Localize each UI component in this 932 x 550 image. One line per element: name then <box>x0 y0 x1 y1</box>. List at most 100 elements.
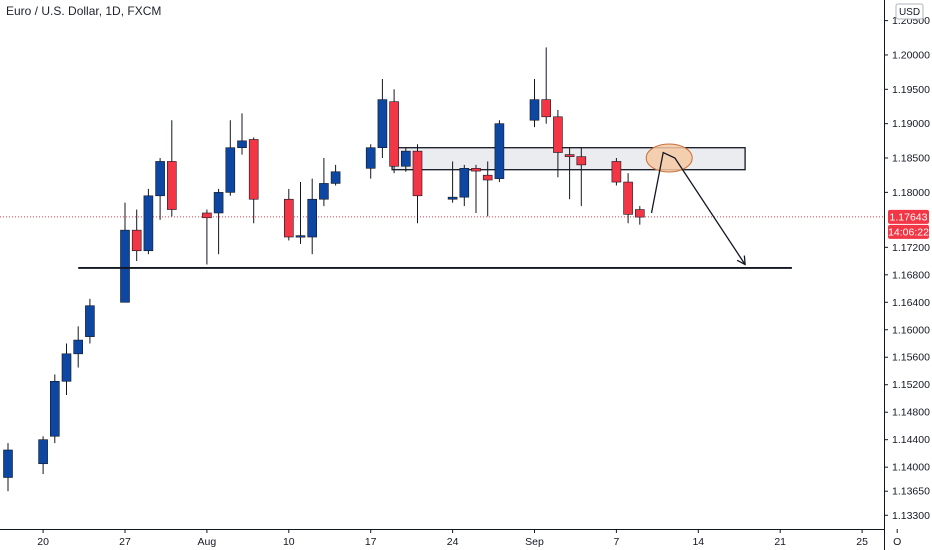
candle-body <box>494 123 505 179</box>
candle-body <box>49 380 60 437</box>
candle[interactable] <box>365 144 376 179</box>
x-tick-label: 14 <box>692 536 704 548</box>
candle[interactable] <box>541 47 552 124</box>
candle-body <box>3 449 13 478</box>
price-badge: 1.17643 <box>888 209 929 224</box>
countdown-badge-value: 14:06:22 <box>888 226 929 238</box>
candle-body <box>38 439 48 465</box>
y-tick-label: 1.15600 <box>892 352 930 364</box>
candle[interactable] <box>237 113 247 155</box>
x-axis-ticks: 20 27 Aug 10 17 24 Sep 7 14 21 25 O <box>37 529 901 548</box>
currency-label-text: USD <box>899 7 920 18</box>
candle-body <box>389 101 399 167</box>
candle[interactable] <box>623 173 633 224</box>
candle[interactable] <box>61 343 72 396</box>
candle[interactable] <box>319 158 329 207</box>
candle[interactable] <box>611 158 622 186</box>
candle-body <box>248 139 259 200</box>
candle-body <box>295 235 306 238</box>
candle[interactable] <box>3 443 13 492</box>
candle-body <box>202 212 212 219</box>
candle-body <box>225 147 236 193</box>
y-tick-label: 1.19500 <box>892 84 930 96</box>
x-tick-label: Aug <box>198 536 217 548</box>
candle[interactable] <box>389 89 399 174</box>
candle[interactable] <box>131 209 142 262</box>
candle[interactable] <box>564 147 575 200</box>
candle[interactable] <box>447 161 458 203</box>
candle-body <box>634 209 645 218</box>
candle-body <box>564 154 575 157</box>
candle-body <box>553 116 563 153</box>
x-tick-label: 27 <box>119 536 131 548</box>
candle-body <box>283 198 294 238</box>
y-tick-label: 1.16400 <box>892 297 930 309</box>
candle[interactable] <box>49 374 60 444</box>
candle[interactable] <box>634 206 645 225</box>
x-tick-label: 21 <box>774 536 786 548</box>
x-tick-label: 25 <box>856 536 868 548</box>
x-tick-label: 7 <box>613 536 619 548</box>
candle-body <box>167 161 177 210</box>
candle-body <box>120 229 130 303</box>
y-tick-label: 1.13650 <box>892 486 930 498</box>
candle[interactable] <box>553 109 563 178</box>
candle-body <box>330 171 341 184</box>
y-tick-label: 1.18000 <box>892 187 930 199</box>
candle[interactable] <box>167 120 177 217</box>
candle-body <box>611 161 622 183</box>
y-tick-label: 1.17200 <box>892 242 930 254</box>
countdown-badge-box <box>888 224 929 239</box>
candle[interactable] <box>330 164 341 186</box>
candle[interactable] <box>85 298 95 344</box>
candle[interactable] <box>576 147 587 207</box>
candle[interactable] <box>213 188 224 255</box>
candle[interactable] <box>529 79 540 128</box>
candle[interactable] <box>73 326 83 368</box>
candle[interactable] <box>38 436 48 475</box>
candle[interactable] <box>494 120 505 183</box>
candle[interactable] <box>400 147 411 172</box>
x-tick-label: O <box>893 536 901 548</box>
candle-body <box>307 198 318 238</box>
candle[interactable] <box>307 178 318 255</box>
candle[interactable] <box>412 144 423 224</box>
x-tick-label: 17 <box>365 536 377 548</box>
currency-label-box <box>895 3 924 20</box>
candle[interactable] <box>482 161 493 217</box>
y-tick-label: 1.14000 <box>892 462 930 474</box>
candle-body <box>623 181 633 215</box>
projection-arrowhead <box>736 255 746 266</box>
candle[interactable] <box>295 182 306 244</box>
candle-body <box>61 353 72 382</box>
candle[interactable] <box>459 164 470 207</box>
candle[interactable] <box>283 188 294 241</box>
candle[interactable] <box>225 120 236 196</box>
price-badge-value: 1.17643 <box>890 211 928 223</box>
x-tick-label: 10 <box>283 536 295 548</box>
candle-body <box>576 156 587 166</box>
x-tick-label: Sep <box>525 536 544 548</box>
currency-label[interactable]: USD <box>895 3 924 20</box>
candle[interactable] <box>471 164 481 213</box>
chart-title: Euro / U.S. Dollar, 1D, FXCM <box>6 4 162 18</box>
candle[interactable] <box>202 209 212 265</box>
retest-ellipse[interactable] <box>645 143 693 173</box>
candle-body <box>482 174 493 181</box>
candle-body <box>73 339 83 355</box>
candle[interactable] <box>248 137 259 224</box>
candle-body <box>155 161 165 197</box>
candle-body <box>131 229 142 252</box>
candle[interactable] <box>155 158 165 220</box>
candle[interactable] <box>120 202 130 303</box>
candle-body <box>400 150 411 167</box>
candle-body <box>85 305 95 337</box>
candle[interactable] <box>143 188 154 255</box>
projection-path[interactable] <box>650 151 746 265</box>
candle[interactable] <box>377 79 388 159</box>
candle-body <box>143 195 154 252</box>
candles-group <box>3 47 645 492</box>
y-tick-label: 1.16000 <box>892 324 930 336</box>
